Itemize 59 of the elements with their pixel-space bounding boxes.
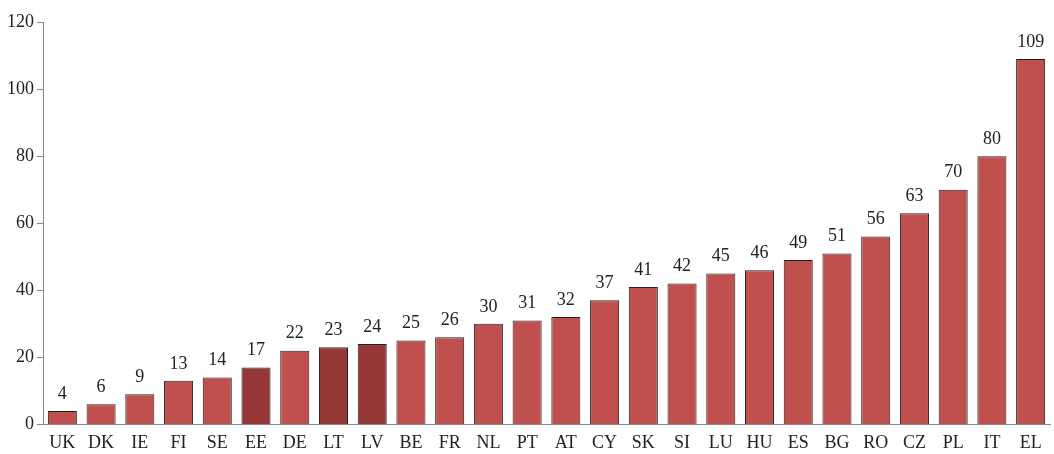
data-label: 14	[208, 349, 227, 370]
x-tick-label: BE	[399, 431, 423, 452]
data-label: 51	[827, 225, 846, 246]
x-tick-label: FR	[438, 431, 461, 452]
x-tick-label: CY	[592, 431, 618, 452]
data-label: 49	[789, 231, 808, 252]
x-tick-label: ES	[787, 431, 809, 452]
x-tick-label: LU	[708, 431, 733, 452]
x-tick-label: UK	[49, 431, 76, 452]
data-label: 17	[247, 339, 266, 360]
x-tick-label: BG	[824, 431, 850, 452]
y-tick-label: 0	[25, 413, 34, 434]
x-tick-label: IE	[131, 431, 149, 452]
data-label: 109	[1017, 30, 1045, 51]
data-label: 6	[96, 376, 106, 397]
x-tick-label: DE	[282, 431, 307, 452]
data-label: 45	[711, 245, 730, 266]
data-label: 46	[750, 241, 769, 262]
y-tick-label: 40	[16, 279, 34, 299]
x-tick-label: EL	[1019, 431, 1042, 452]
data-label: 26	[440, 308, 459, 329]
data-label: 9	[135, 365, 145, 386]
x-tick-label: SK	[631, 431, 655, 452]
x-tick-label: IT	[983, 431, 1001, 452]
x-tick-label: CZ	[902, 431, 926, 452]
data-label: 37	[595, 272, 614, 293]
x-tick-label: LT	[323, 431, 344, 452]
y-tick-label: 120	[7, 10, 34, 31]
data-label: 31	[518, 292, 537, 313]
x-tick-label: PL	[942, 431, 964, 452]
x-tick-label: SI	[674, 431, 691, 452]
x-tick-label: EE	[245, 431, 268, 452]
data-label: 4	[57, 382, 67, 403]
data-label: 56	[866, 208, 885, 229]
data-label: 32	[556, 288, 575, 309]
x-tick-label: FI	[170, 431, 187, 452]
x-tick-label: AT	[554, 431, 577, 452]
y-tick-label: 20	[16, 346, 34, 367]
data-label: 42	[673, 255, 692, 276]
data-label: 80	[982, 127, 1001, 148]
x-tick-label: DK	[88, 431, 115, 452]
y-tick-label: 80	[16, 144, 34, 165]
data-label: 70	[944, 161, 963, 182]
data-label: 23	[324, 319, 343, 340]
data-label: 41	[634, 258, 653, 279]
x-tick-label: SE	[206, 431, 228, 452]
x-tick-label: LV	[361, 431, 384, 452]
data-label: 24	[363, 315, 382, 336]
x-tick-label: RO	[863, 431, 889, 452]
data-label: 13	[169, 352, 188, 373]
data-label: 25	[401, 312, 420, 333]
y-tick-label: 60	[16, 211, 34, 232]
data-label: 63	[905, 184, 924, 205]
data-label: 22	[285, 322, 304, 343]
x-tick-label: PT	[516, 431, 538, 452]
x-tick-label: NL	[476, 431, 501, 452]
x-tick-label: HU	[746, 431, 773, 452]
data-label: 30	[479, 295, 498, 316]
y-tick-label: 100	[7, 77, 34, 98]
